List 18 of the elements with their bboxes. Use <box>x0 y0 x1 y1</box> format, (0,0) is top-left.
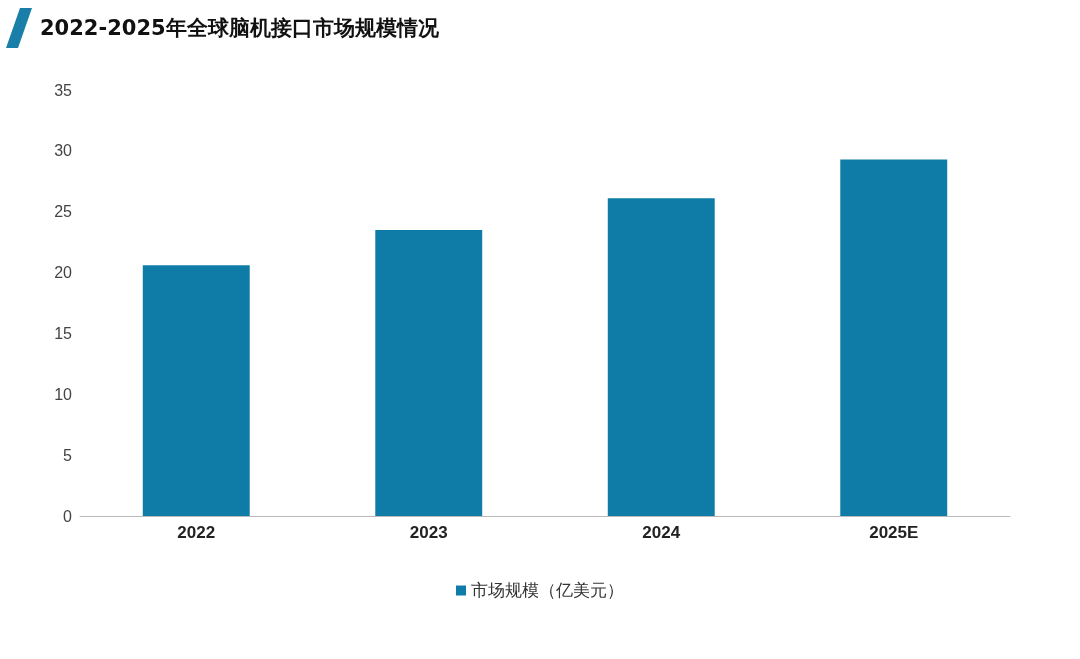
bar <box>840 159 948 516</box>
y-tick-label: 25 <box>54 203 73 221</box>
x-tick-label: 2024 <box>642 523 681 542</box>
y-tick-label: 20 <box>54 264 73 282</box>
x-tick-label: 2023 <box>409 523 448 542</box>
y-tick-label: 15 <box>54 324 73 342</box>
bar <box>142 265 250 516</box>
x-tick-label: 2022 <box>177 523 216 542</box>
bar <box>607 198 715 516</box>
chart-title: 2022-2025年全球脑机接口市场规模情况 <box>40 15 439 42</box>
y-tick-label: 0 <box>63 507 73 525</box>
y-tick-label: 35 <box>54 81 73 99</box>
y-tick-label: 5 <box>63 446 73 464</box>
legend-label: 市场规模（亿美元） <box>471 581 624 600</box>
x-tick-label: 2025E <box>869 523 919 542</box>
bar <box>375 229 483 516</box>
y-tick-label: 30 <box>54 142 73 160</box>
y-tick-label: 10 <box>54 385 73 403</box>
